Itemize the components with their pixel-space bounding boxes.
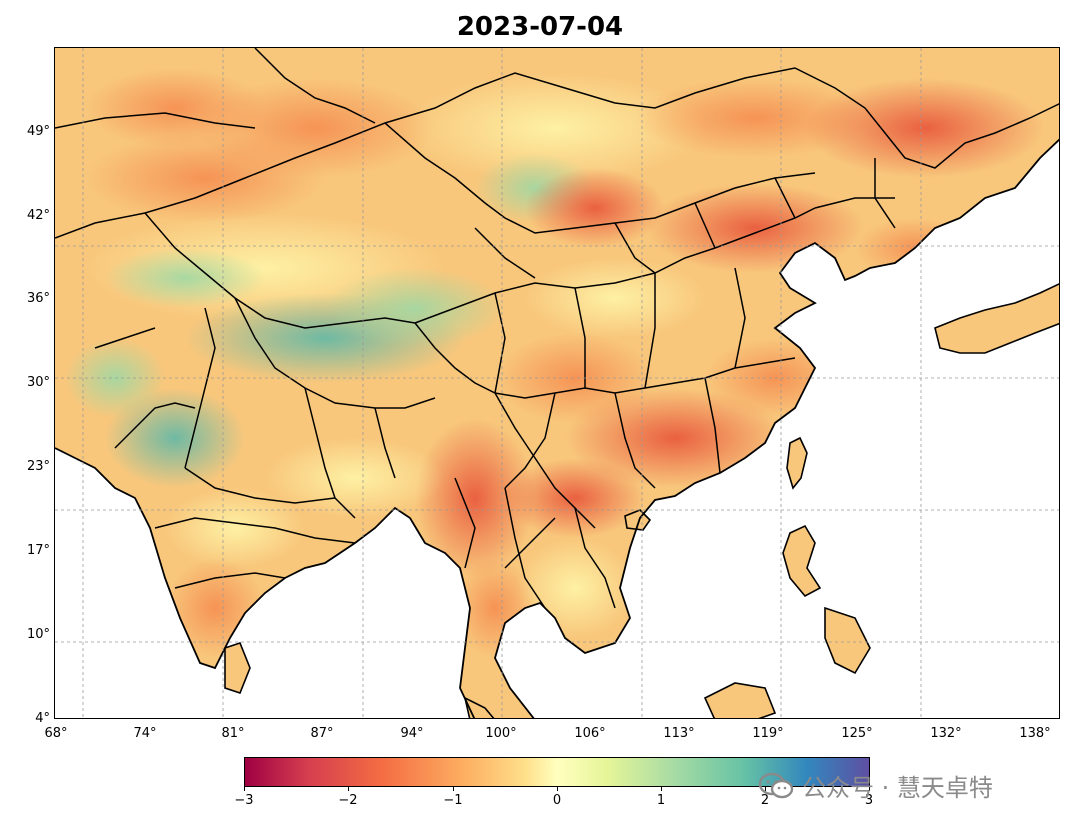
x-tick-label: 106° xyxy=(574,726,606,741)
colorbar-tick-mark xyxy=(765,787,766,791)
lon-gridlines xyxy=(82,48,922,718)
colorbar-tick-mark xyxy=(244,787,245,791)
y-tick-label: 36° xyxy=(26,291,50,306)
y-tick-label: 4° xyxy=(35,711,50,726)
x-tick-label: 100° xyxy=(485,726,517,741)
x-tick-label: 132° xyxy=(930,726,962,741)
colorbar-tick-mark xyxy=(869,787,870,791)
map-canvas xyxy=(55,48,1059,718)
colorbar-tick-mark xyxy=(661,787,662,791)
wechat-icon xyxy=(758,772,794,798)
islands xyxy=(224,283,1059,718)
colorbar-tick-label: 0 xyxy=(552,793,562,808)
land-field xyxy=(55,48,1059,718)
y-tick-label: 23° xyxy=(26,459,50,474)
colorbar-tick-label: −2 xyxy=(338,793,358,808)
colorbar-tick-mark xyxy=(348,787,349,791)
y-tick-label: 10° xyxy=(26,627,50,642)
x-tick-label: 94° xyxy=(400,726,424,741)
y-tick-label: 42° xyxy=(26,208,50,223)
map-title: 2023-07-04 xyxy=(456,12,624,42)
colorbar-tick-mark xyxy=(557,787,558,791)
watermark-text: 公众号 · 慧天卓特 xyxy=(802,774,993,802)
colorbar-tick-label: 3 xyxy=(864,793,874,808)
x-tick-label: 87° xyxy=(310,726,334,741)
map-panel xyxy=(54,47,1060,719)
borders xyxy=(55,48,1059,609)
x-tick-label: 119° xyxy=(752,726,784,741)
watermark: 公众号 · 慧天卓特 xyxy=(758,768,993,803)
colorbar-tick-mark xyxy=(453,787,454,791)
colorbar-tick-label: 1 xyxy=(656,793,666,808)
x-tick-label: 125° xyxy=(841,726,873,741)
x-tick-label: 68° xyxy=(44,726,68,741)
x-tick-label: 74° xyxy=(133,726,157,741)
x-tick-label: 81° xyxy=(221,726,245,741)
y-tick-label: 17° xyxy=(26,543,50,558)
y-tick-label: 49° xyxy=(26,124,50,139)
colorbar-tick-label: −1 xyxy=(443,793,463,808)
colorbar-tick-label: −3 xyxy=(234,793,254,808)
colorbar-tick-label: 2 xyxy=(760,793,770,808)
x-tick-label: 113° xyxy=(663,726,695,741)
y-tick-label: 30° xyxy=(26,375,50,390)
colorbar xyxy=(244,757,870,787)
x-tick-label: 138° xyxy=(1019,726,1051,741)
